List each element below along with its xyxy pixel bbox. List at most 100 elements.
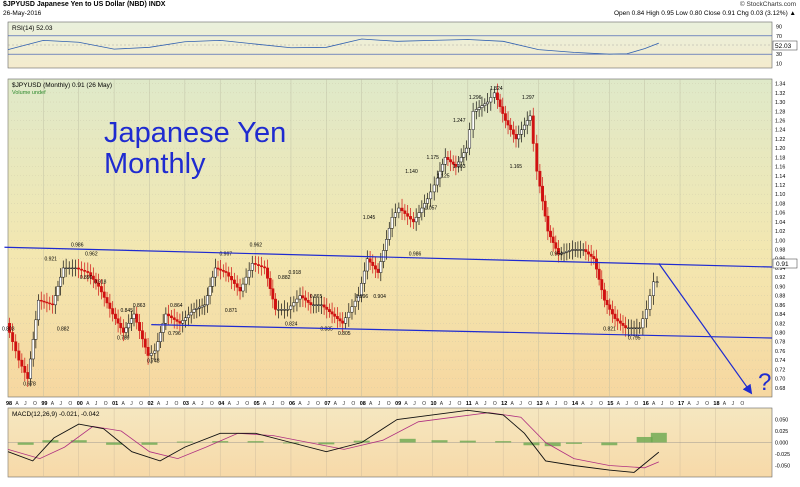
price-candle-body: [29, 358, 32, 379]
price-point-label: 0.835: [320, 326, 333, 332]
rsi-value-label: 52.03: [775, 43, 792, 50]
price-point-label: 0.789: [117, 335, 130, 341]
price-candle-body: [219, 268, 223, 271]
macd-line: [7, 409, 660, 473]
price-point-label: 0.986: [409, 252, 422, 258]
price-candle-body: [557, 248, 560, 255]
price-candle-body: [638, 327, 642, 329]
price-point-label: 0.882: [57, 326, 70, 332]
price-candle-body: [241, 283, 245, 292]
price-candle-body: [365, 258, 369, 272]
x-tick-month: A: [334, 401, 338, 407]
x-tick-month: O: [564, 401, 568, 407]
symbol-title: $JPYUSD Japanese Yen to US Dollar (NBD) …: [3, 1, 166, 8]
price-candle-body: [551, 236, 555, 243]
price-candle-body: [371, 261, 375, 266]
price-candle-body: [359, 283, 363, 296]
x-tick-month: O: [422, 401, 426, 407]
price-candle-body: [368, 258, 372, 263]
price-point-label: 0.796: [168, 331, 181, 337]
y-tick-price: 1.08: [775, 201, 785, 207]
price-point-label: 0.863: [133, 303, 146, 309]
price-point-label: 1.324: [490, 86, 503, 92]
price-candle-body: [414, 217, 418, 223]
x-tick-month: A: [511, 401, 515, 407]
x-tick-month: J: [519, 401, 522, 407]
price-candle-body: [397, 207, 401, 213]
macd-histogram-bar: [495, 441, 512, 443]
x-tick-month: J: [343, 401, 346, 407]
price-point-label: 1.125: [437, 173, 450, 179]
price-candle-body: [268, 278, 272, 289]
price-candle-body: [189, 311, 193, 316]
x-tick-month: O: [493, 401, 497, 407]
gridlines: [7, 79, 772, 477]
y-tick-price: 0.82: [775, 321, 785, 327]
price-candle-body: [73, 267, 77, 270]
price-candle-body: [613, 313, 617, 319]
price-candle-body: [621, 323, 625, 326]
price-candle-body: [45, 301, 49, 304]
price-candle-body: [121, 327, 125, 333]
price-candle-body: [143, 338, 147, 348]
price-point-label: 0.918: [289, 270, 302, 276]
y-tick-price: 0.88: [775, 294, 785, 300]
current-value-label: 0.91: [776, 261, 789, 268]
price-candle-body: [216, 267, 220, 270]
x-tick-month: O: [68, 401, 72, 407]
price-candle-body: [48, 302, 52, 305]
price-candle-body: [263, 266, 267, 269]
price-candle-body: [546, 215, 550, 232]
projection-arrow: [658, 262, 753, 395]
macd-histogram-bar: [70, 440, 87, 443]
price-point-label: 1.057: [425, 206, 438, 212]
y-tick-price: 0.70: [775, 377, 785, 383]
y-tick-macd: 0.050: [775, 418, 788, 424]
y-tick-macd: 0.025: [775, 429, 788, 435]
price-candle-body: [584, 249, 588, 253]
price-candle-body: [344, 317, 348, 324]
price-candle-body: [135, 313, 139, 323]
x-tick-month: O: [351, 401, 355, 407]
price-candle-body: [99, 286, 103, 293]
y-tick-price: 0.76: [775, 349, 785, 355]
price-candle-body: [186, 314, 190, 318]
x-tick-month: A: [86, 401, 90, 407]
price-candle-body: [514, 134, 518, 140]
macd-histogram-bar: [106, 442, 123, 445]
rsi-value-box: [772, 40, 798, 51]
price-candle-body: [538, 170, 542, 187]
price-candle-body: [138, 322, 142, 331]
macd-histogram-bar: [318, 442, 335, 445]
price-candle-body: [292, 302, 296, 307]
price-point-label: 0.882: [278, 275, 291, 281]
price-candle-body: [325, 306, 329, 310]
macd-histogram-bar: [141, 442, 158, 445]
x-tick-year: 10: [430, 401, 436, 407]
price-candle-body: [260, 265, 264, 268]
volume-legend: Volume undef: [12, 90, 46, 96]
price-point-label: 0.845: [120, 308, 133, 314]
price-candle-body: [124, 327, 128, 333]
x-tick-year: 15: [607, 401, 613, 407]
y-tick-rsi: 30: [776, 52, 782, 58]
x-tick-month: J: [661, 401, 664, 407]
price-candle-body: [208, 286, 212, 296]
price-candle-body: [616, 318, 620, 322]
price-candle-body: [382, 250, 386, 262]
x-tick-month: O: [634, 401, 638, 407]
price-layer: 0.6780.8030.9210.8820.9860.9620.8960.918…: [2, 83, 773, 395]
price-candle-body: [492, 92, 496, 98]
price-candle-body: [276, 309, 280, 311]
x-tick-year: 01: [112, 401, 118, 407]
x-tick-month: J: [555, 401, 558, 407]
x-tick-month: J: [201, 401, 204, 407]
price-candle-body: [468, 129, 472, 149]
x-tick-month: O: [210, 401, 214, 407]
price-candle-body: [543, 200, 547, 217]
price-candle-body: [250, 263, 254, 271]
price-candle-body: [362, 270, 366, 284]
price-point-label: 1.103: [453, 164, 466, 170]
price-candle-body: [626, 327, 630, 329]
